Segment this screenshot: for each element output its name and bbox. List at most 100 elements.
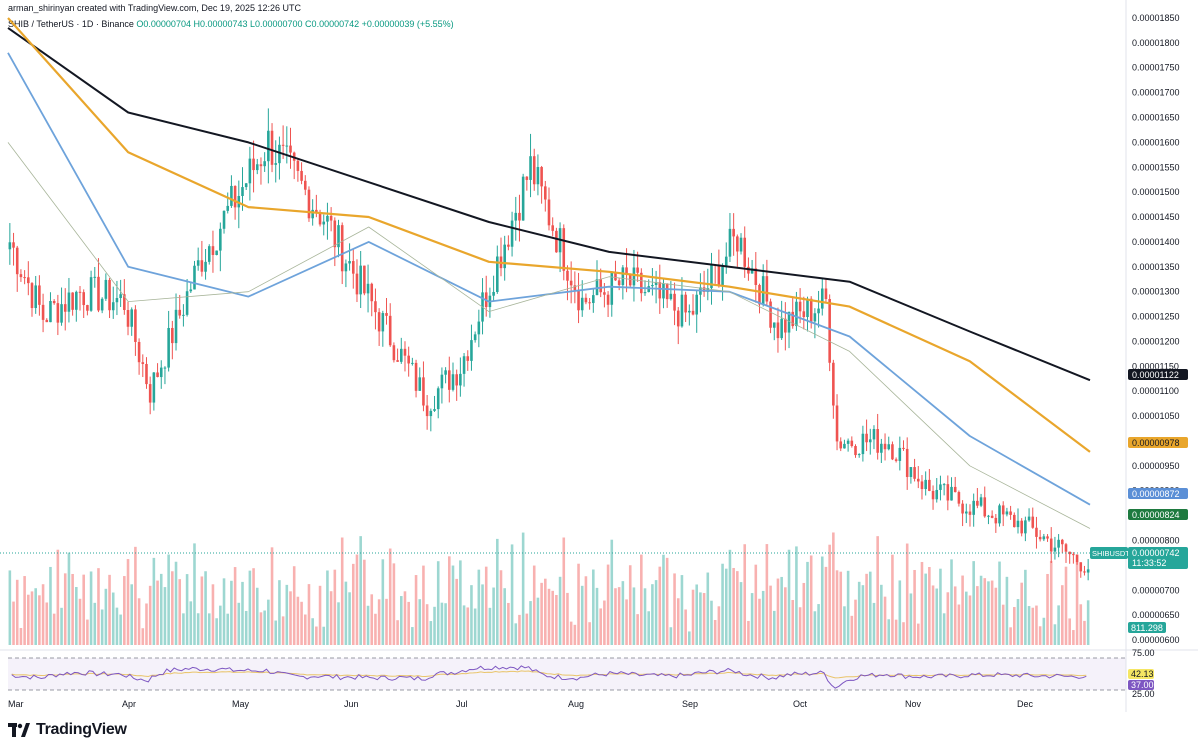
- volume-bar: [580, 585, 584, 645]
- month-tick-label: Mar: [8, 699, 24, 709]
- moving-averages: [7, 17, 1091, 529]
- candle-body: [957, 492, 961, 504]
- candle-body: [322, 221, 326, 225]
- candle-body: [392, 345, 396, 361]
- candle-body: [156, 372, 159, 378]
- volume-bar: [19, 627, 23, 645]
- svg-text:811.298: 811.298: [1131, 623, 1163, 633]
- volume-bar: [961, 575, 964, 645]
- volume-bar: [636, 614, 639, 645]
- ma-line-ma50: [7, 52, 1091, 506]
- ma-line-ma20: [7, 142, 1091, 529]
- volume-bar: [820, 556, 824, 645]
- candle-body: [536, 167, 540, 185]
- candle-body: [521, 176, 525, 221]
- volume-bar: [451, 565, 455, 645]
- volume-bar: [300, 601, 303, 645]
- price-axis[interactable]: 0.00001850 0.00001800 0.00001750 0.00001700…: [1132, 13, 1180, 645]
- candle-body: [776, 322, 780, 339]
- volume-bar: [411, 627, 414, 645]
- volume-bar: [100, 609, 104, 645]
- volume-bar: [52, 613, 56, 645]
- volume-bar: [665, 557, 669, 645]
- price-tick-label: 0.00001400: [1132, 237, 1180, 247]
- volume-bar: [12, 601, 15, 645]
- rsi-line: [11, 665, 1087, 689]
- symbol-name[interactable]: SHIB / TetherUS · 1D · Binance: [8, 19, 134, 29]
- volume-bar: [894, 619, 898, 645]
- month-tick-label: Nov: [905, 699, 922, 709]
- volume-bar: [351, 563, 355, 645]
- candle-body: [130, 309, 134, 327]
- volume-bar: [584, 576, 588, 645]
- candle-body: [52, 300, 56, 304]
- volume-bar: [289, 591, 292, 645]
- volume-bar: [45, 602, 49, 645]
- volume-bar: [507, 602, 510, 645]
- candle-body: [93, 276, 97, 278]
- candle-body: [385, 313, 388, 316]
- volume-bar: [204, 571, 207, 645]
- volume-bar: [902, 622, 905, 645]
- ma100-badge: 0.00000978: [1128, 437, 1188, 448]
- candle-body: [736, 236, 739, 252]
- candle-body: [200, 260, 204, 272]
- candle-body: [636, 267, 639, 273]
- candle-body: [407, 355, 410, 364]
- candle-body: [115, 298, 119, 303]
- time-axis[interactable]: Mar Apr May Jun Jul Aug Sep Oct Nov Dec: [8, 699, 1034, 709]
- candle-body: [728, 228, 732, 257]
- volume-bar: [828, 544, 831, 645]
- candle-body: [843, 443, 846, 449]
- svg-text:0.00000872: 0.00000872: [1132, 489, 1180, 499]
- candle-body: [278, 144, 281, 164]
- candle-body: [994, 517, 998, 524]
- volume-bar: [392, 563, 396, 645]
- volume-bar: [544, 578, 547, 645]
- candle-body: [765, 276, 769, 302]
- volume-bar: [887, 619, 891, 645]
- candle-body: [363, 265, 366, 294]
- candle-body: [8, 242, 12, 250]
- volume-bar: [492, 587, 495, 645]
- candle-body: [119, 294, 122, 299]
- volume-bar: [440, 602, 444, 645]
- volume-bar: [152, 557, 156, 645]
- volume-bar: [263, 610, 266, 645]
- volume-bar: [126, 559, 130, 645]
- volume-bar: [566, 592, 569, 645]
- volume-bar: [108, 574, 111, 645]
- volume-bar: [1053, 624, 1057, 645]
- tradingview-logo[interactable]: TradingView: [8, 720, 127, 740]
- candle-body: [263, 161, 266, 167]
- candle-body: [204, 261, 207, 272]
- volume-bar: [303, 614, 307, 645]
- volume-bar: [388, 548, 392, 645]
- volume-bar: [588, 622, 591, 645]
- candle-body: [953, 486, 957, 493]
- volume-bar: [787, 549, 791, 645]
- candle-body: [968, 511, 972, 515]
- volume-bar: [854, 599, 857, 645]
- volume-bar: [171, 571, 174, 645]
- price-tick-label: 0.00001750: [1132, 63, 1180, 73]
- volume-bar: [30, 591, 34, 645]
- candle-body: [337, 225, 340, 248]
- volume-bar: [145, 603, 148, 645]
- candle-body: [1083, 571, 1086, 573]
- candle-body: [355, 273, 359, 295]
- candle-body: [189, 289, 193, 292]
- volume-bar: [765, 544, 769, 645]
- candle-body: [49, 300, 52, 323]
- volume-bar: [891, 554, 894, 645]
- volume-bar: [292, 566, 296, 645]
- candle-body: [507, 244, 510, 247]
- candle-body: [592, 295, 595, 304]
- volume-bar: [1005, 576, 1009, 645]
- candle-body: [832, 362, 835, 406]
- volume-bar: [990, 580, 994, 645]
- volume-bar: [422, 565, 425, 645]
- volume-bar: [1024, 569, 1027, 645]
- price-tick-label: 0.00001350: [1132, 262, 1180, 272]
